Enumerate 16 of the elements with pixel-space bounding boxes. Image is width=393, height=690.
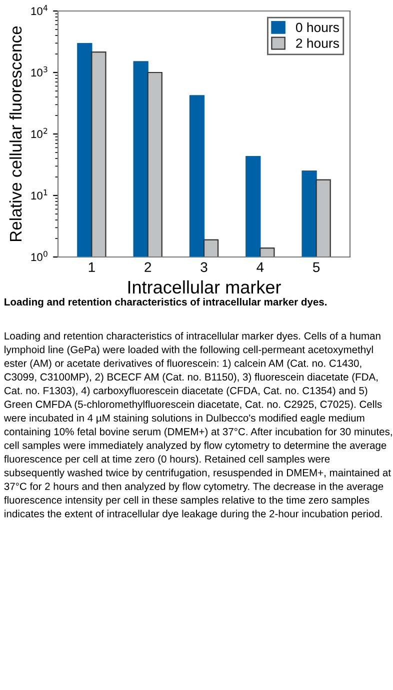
- y-tick-label: 10$^{2}$: [31, 128, 48, 138]
- text: Loading and retention characteristics of intracellular marker dyes. Cells of a human lymphoid line (GePa) were loaded with the following cell-permeant acetoxymethyl ester (AM) or acetate derivatives of fluorescein: 1) calcein AM (Cat. no. C1430, C3099, C3100MP), 2) BCECF AM (Cat. no. B1150), 3) fluorescein diacetate (FDA, Cat. no. F1303), 4) carboxyfluorescein diacetate (CFDA, Cat. no. C1354) and 5) Green CMFDA (5-chloromethylfluorescein diacetate, Cat. no. C2925, C7025). Cells were incubated in 4 µM staining solutions in Dulbecco's modified eagle medium containing 10% fetal bovine serum (DMEM+) at 37°C. After incubation for 30 minutes, cell samples were immediately analyzed by flow cytometry to determine the average fluorescence per cell at time zero (0 hours). Retained cell samples were subsequently washed twice by centrifugation, resuspended in DMEM+, maintained at 37°C for 2 hours and then analyzed by flow cytometry. The decrease in the average fluorescence intensity per cell in these samples relative to the time zero samples indicates the extent of intracellular dye leakage during the 2-hour incubation period.: [4, 332, 392, 520]
- y-tick-label: 10$^{0}$: [31, 250, 48, 262]
- x-tick-label: 1: [88, 262, 95, 272]
- y-tick-label: 10$^{3}$: [31, 66, 48, 77]
- text: Loading and retention characteristics of intracellular marker dyes.: [4, 298, 327, 308]
- x-tick-label: 3: [200, 262, 208, 272]
- x-axis-title: Intracellular marker: [128, 280, 281, 294]
- y-axis-title: Relative cellular fluorescence: [9, 26, 22, 242]
- x-tick-label: 2: [144, 262, 152, 272]
- y-tick-label: 10$^{1}$: [31, 190, 48, 200]
- x-tick-label: 5: [313, 262, 320, 272]
- legend-label: 0 hours: [296, 22, 339, 32]
- x-tick-label: 4: [256, 262, 264, 272]
- legend-label: 2 hours: [296, 38, 339, 48]
- y-tick-label: 10$^{4}$: [31, 5, 48, 16]
